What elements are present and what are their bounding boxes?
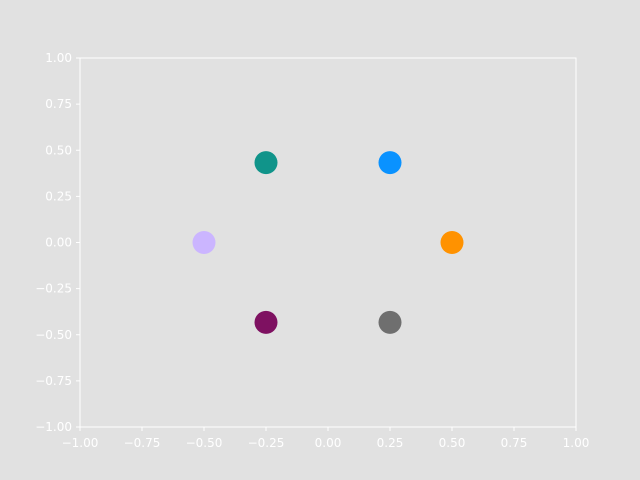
y-tick-label: 1.00 (45, 51, 72, 65)
x-tick-label: 0.25 (377, 436, 404, 450)
data-point (378, 151, 402, 175)
x-tick-label: −0.75 (124, 436, 161, 450)
data-point (440, 231, 464, 254)
x-tick-label: −0.25 (248, 436, 285, 450)
x-tick-label: 0.50 (439, 436, 466, 450)
y-tick-label: −1.00 (35, 420, 72, 434)
y-tick-label: −0.50 (35, 328, 72, 342)
data-point (254, 151, 278, 175)
y-tick-label: 0.75 (45, 97, 72, 111)
x-tick-label: 1.00 (563, 436, 590, 450)
y-tick-label: 0.00 (45, 236, 72, 250)
y-tick-label: −0.75 (35, 374, 72, 388)
plot-area (79, 57, 577, 428)
y-tick-label: 0.50 (45, 143, 72, 157)
y-tick-label: −0.25 (35, 282, 72, 296)
data-point (254, 310, 278, 334)
x-tick-label: −1.00 (62, 436, 99, 450)
data-point (192, 231, 216, 254)
y-axis: −1.00 −0.75 −0.50 −0.25 0.00 0.25 0.50 0.75 1.00 (35, 51, 80, 434)
data-points (192, 151, 464, 334)
x-tick-label: −0.50 (186, 436, 223, 450)
x-tick-label: 0.75 (501, 436, 528, 450)
x-axis: −1.00 −0.75 −0.50 −0.25 0.00 0.25 0.50 0.75 1.00 (62, 427, 590, 450)
x-tick-label: 0.00 (315, 436, 342, 450)
y-tick-label: 0.25 (45, 189, 72, 203)
data-point (378, 310, 402, 334)
